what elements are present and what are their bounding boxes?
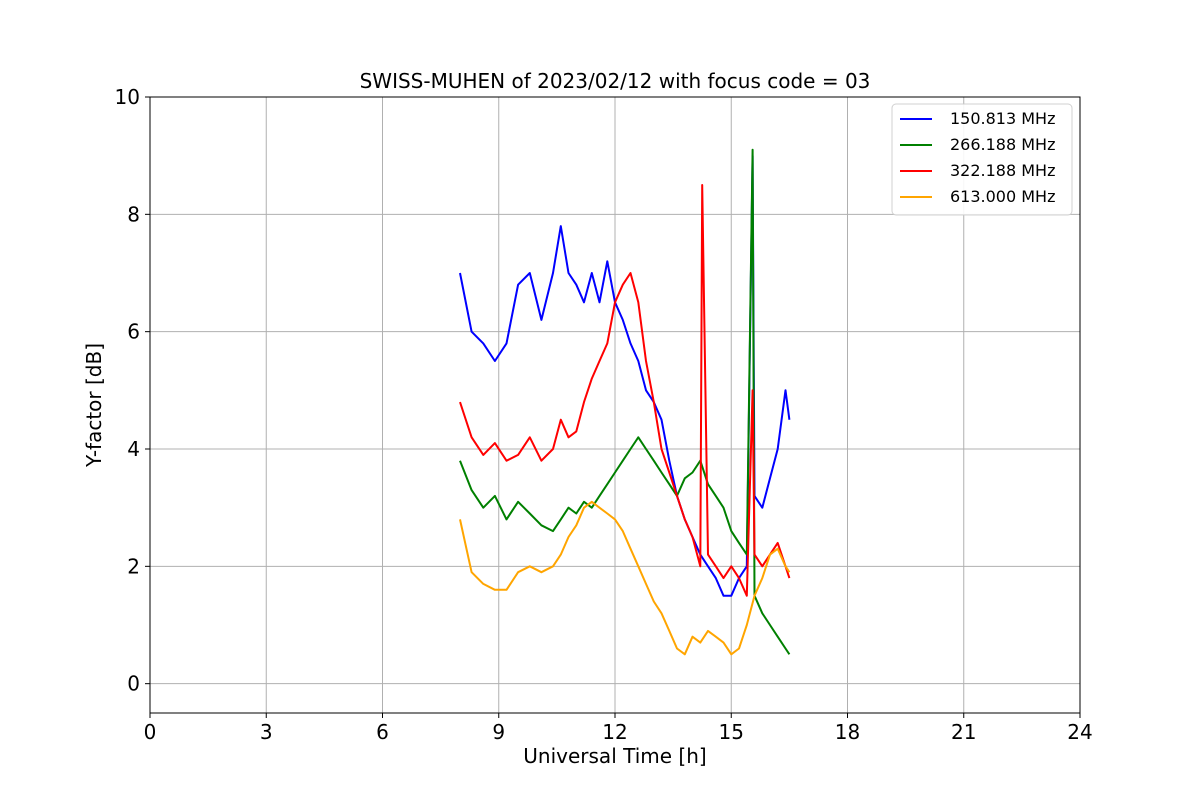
legend-items: 150.813 MHz 266.188 MHz 322.188 MHz 613.000… xyxy=(900,109,1055,206)
legend-box xyxy=(891,103,1073,216)
chart-title: SWISS-MUHEN of 2023/02/12 with focus cod… xyxy=(360,69,871,93)
y-axis-ticks: 0 2 4 6 8 10 xyxy=(115,85,150,696)
y-tick-label: 8 xyxy=(127,202,140,226)
x-tick-label: 6 xyxy=(376,720,389,744)
y-tick-label: 0 xyxy=(127,672,140,696)
legend: 150.813 MHz 266.188 MHz 322.188 MHz 613.000… xyxy=(891,103,1073,216)
y-tick-label: 10 xyxy=(115,85,140,109)
series-line-1 xyxy=(459,148,791,655)
y-tick-label: 4 xyxy=(127,437,140,461)
x-tick-label: 21 xyxy=(951,720,976,744)
series-lines xyxy=(459,148,791,656)
legend-label: 613.000 MHz xyxy=(950,187,1055,206)
series-line-2 xyxy=(459,184,791,597)
x-axis-label: Universal Time [h] xyxy=(523,744,706,768)
y-axis-label: Y-factor [dB] xyxy=(82,343,106,468)
legend-label: 150.813 MHz xyxy=(950,109,1055,128)
x-axis-ticks: 0 3 6 9 12 15 18 21 24 xyxy=(144,713,1093,744)
x-tick-label: 0 xyxy=(144,720,157,744)
legend-label: 266.188 MHz xyxy=(950,135,1055,154)
x-tick-label: 12 xyxy=(602,720,627,744)
legend-label: 322.188 MHz xyxy=(950,161,1055,180)
x-tick-label: 3 xyxy=(260,720,273,744)
series-line-3 xyxy=(459,500,791,656)
x-tick-label: 24 xyxy=(1067,720,1092,744)
x-tick-label: 9 xyxy=(492,720,505,744)
x-tick-label: 15 xyxy=(719,720,744,744)
y-tick-label: 6 xyxy=(127,320,140,344)
y-tick-label: 2 xyxy=(127,554,140,578)
x-tick-label: 18 xyxy=(835,720,860,744)
